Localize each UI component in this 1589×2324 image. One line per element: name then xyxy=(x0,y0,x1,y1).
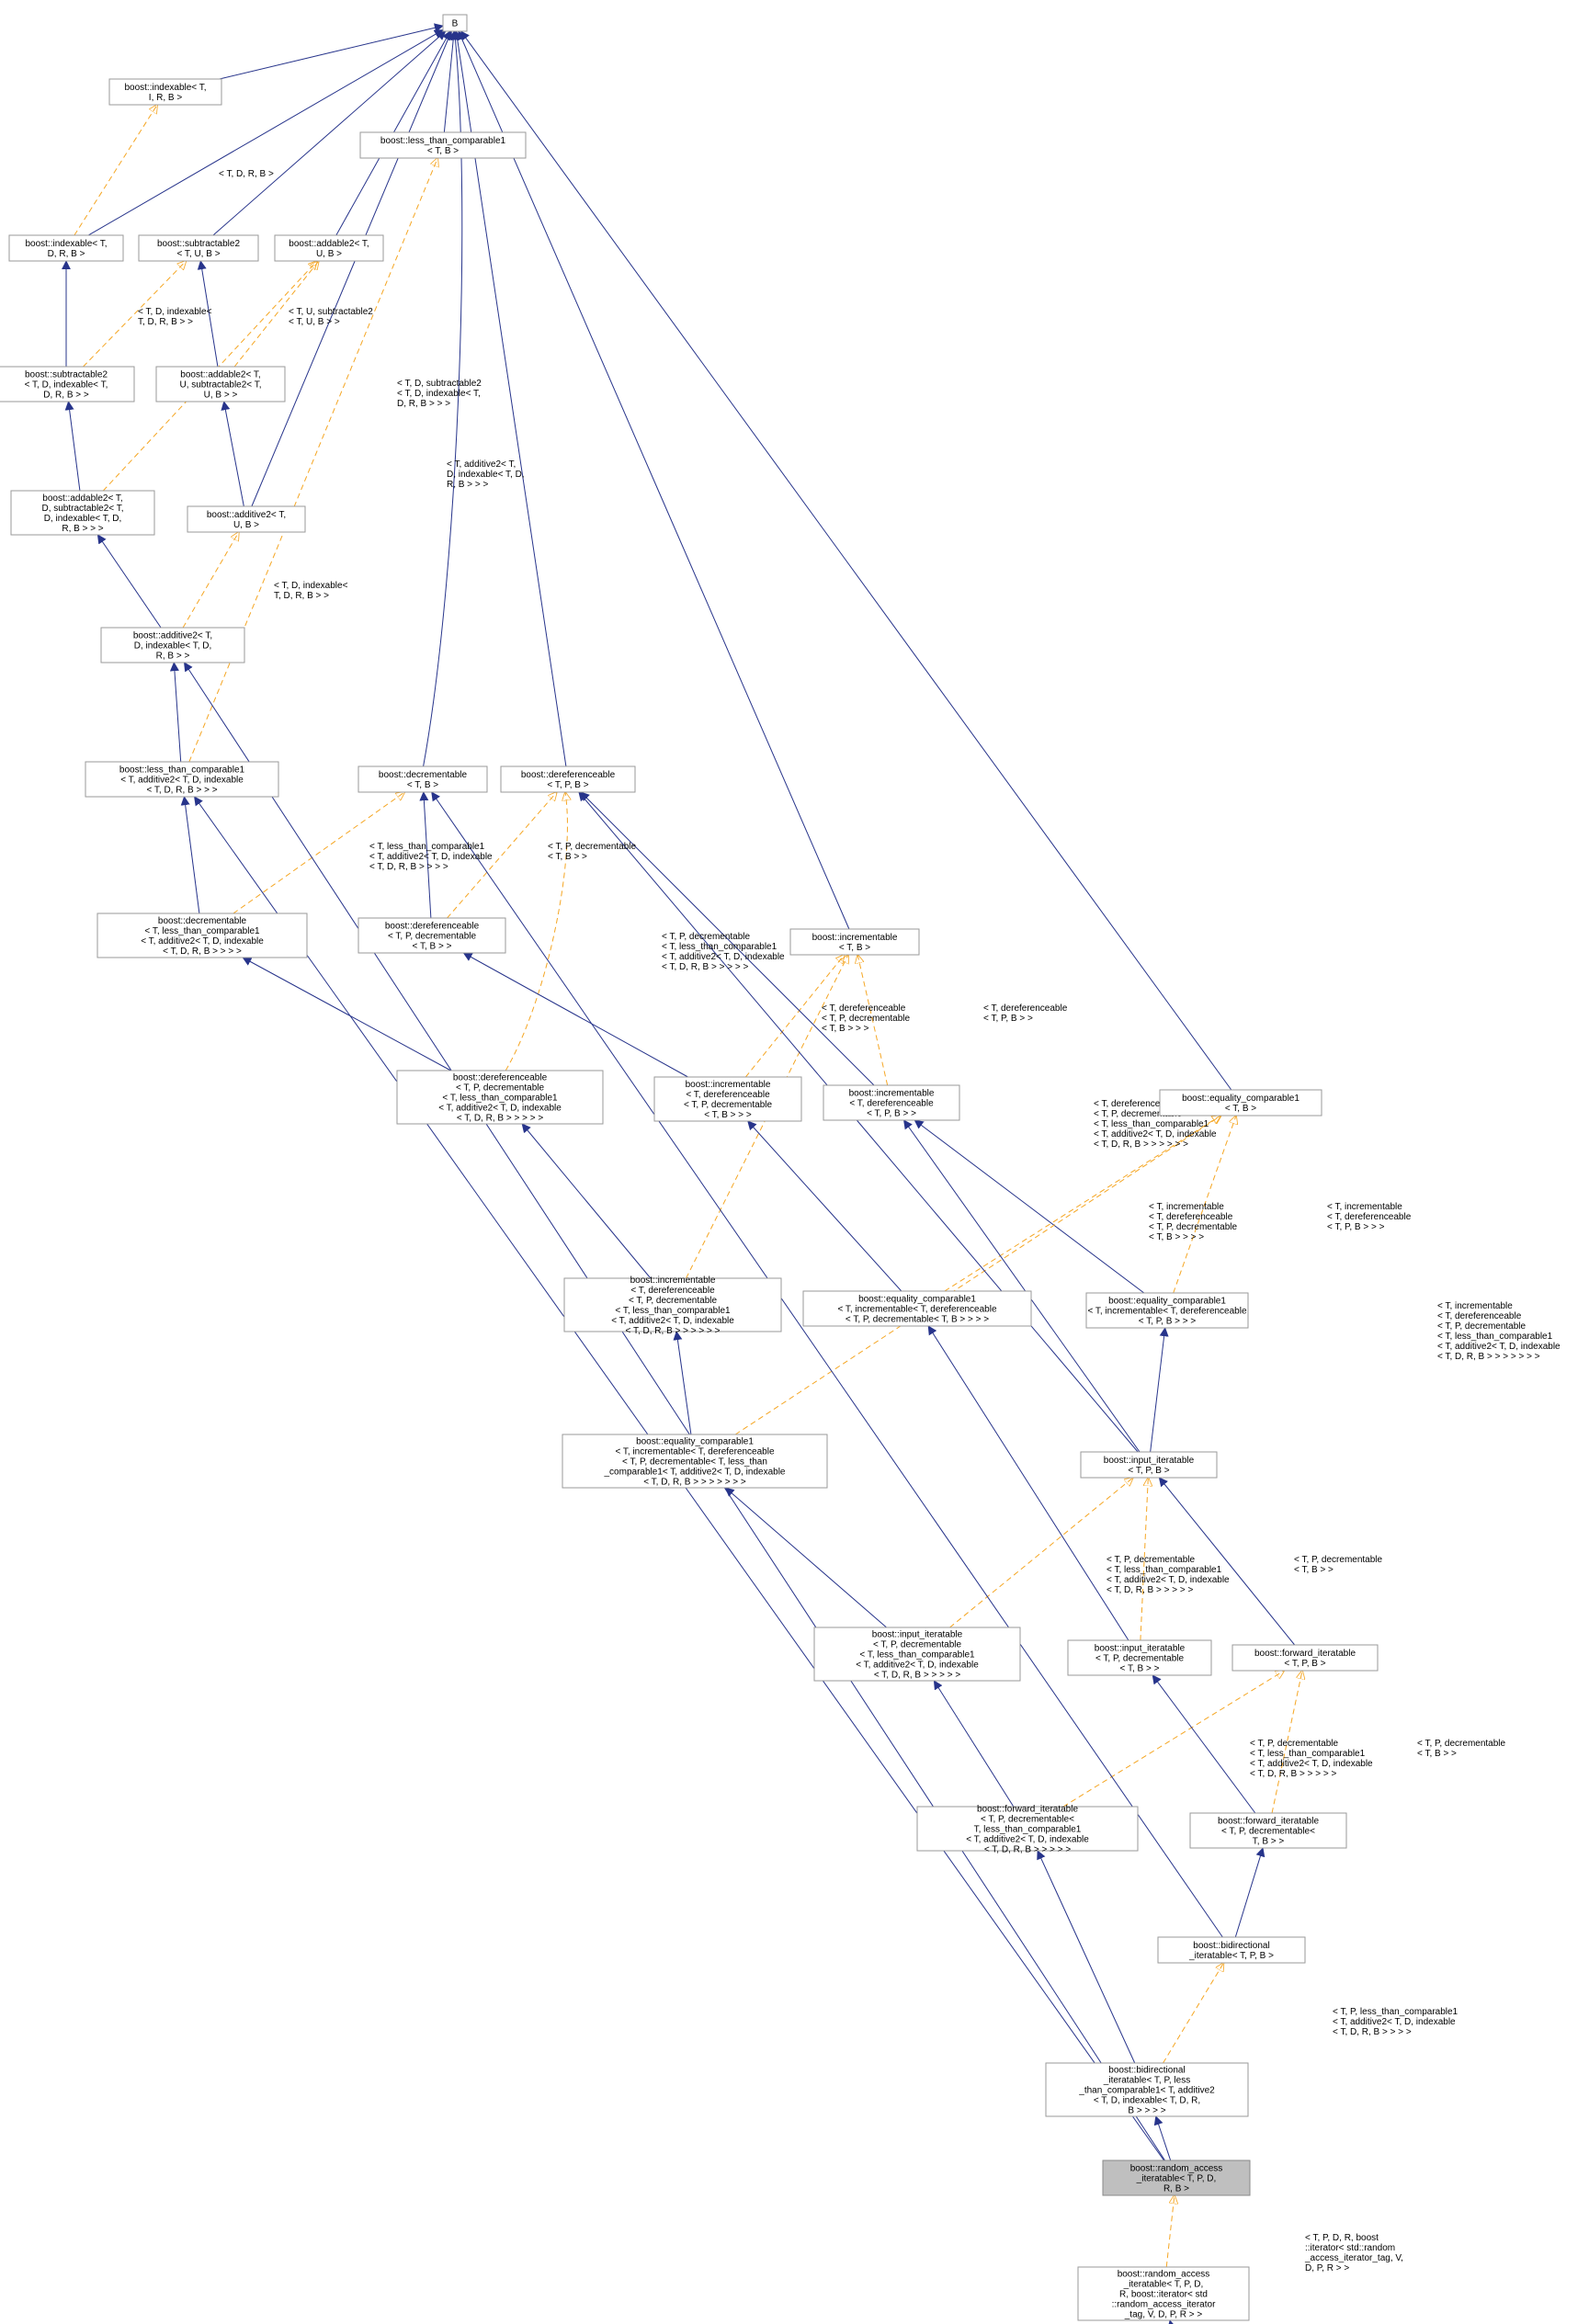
edge xyxy=(1156,2116,1171,2160)
edge xyxy=(463,953,687,1077)
graph-node[interactable]: boost::subtractable2< T, D, indexable< T… xyxy=(0,367,134,402)
edge xyxy=(1151,1328,1165,1452)
edge xyxy=(1170,2320,1183,2324)
graph-node[interactable]: boost::forward_iteratable< T, P, decreme… xyxy=(917,1805,1138,1855)
edge xyxy=(243,958,450,1071)
edge xyxy=(934,1681,1014,1807)
graph-node[interactable]: boost::less_than_comparable1< T, additiv… xyxy=(85,762,278,797)
graph-node[interactable]: boost::random_access_iteratable< T, P, D… xyxy=(1078,2267,1249,2320)
edge-label: < T, P, less_than_comparable1< T, additi… xyxy=(1333,2007,1458,2037)
edge xyxy=(1166,2195,1175,2267)
graph-node[interactable]: boost::decrementable< T, B > xyxy=(358,766,487,792)
edge-label: < T, dereferenceable< T, P, decrementabl… xyxy=(822,1003,911,1034)
graph-node-label: boost::forward_iteratable< T, P, decreme… xyxy=(966,1805,1089,1855)
edge-label: < T, less_than_comparable1< T, additive2… xyxy=(369,842,493,872)
edge-label: < T, P, decrementable< T, less_than_comp… xyxy=(1107,1555,1230,1595)
graph-node[interactable]: boost::additive2< T,U, B > xyxy=(187,506,305,532)
graph-node[interactable]: boost::less_than_comparable1< T, B > xyxy=(360,132,526,158)
edge xyxy=(459,31,849,929)
edge xyxy=(432,792,1223,1937)
edge-label: < T, P, decrementable< T, B > > xyxy=(1417,1739,1506,1759)
edge-label: < T, U, subtractable2< T, U, B > > xyxy=(289,307,373,327)
edge xyxy=(928,1326,1129,1640)
edge xyxy=(1235,1848,1263,1937)
graph-node[interactable]: boost::incrementable< T, dereferenceable… xyxy=(823,1085,959,1120)
graph-node[interactable]: boost::incrementable< T, dereferenceable… xyxy=(654,1077,801,1121)
edge xyxy=(68,402,79,491)
graph-node-label: boost::bidirectional_iteratable< T, P, B… xyxy=(1188,1941,1274,1961)
edge xyxy=(904,1120,1141,1452)
graph-node[interactable]: boost::subtractable2< T, U, B > xyxy=(139,235,258,261)
graph-node[interactable]: boost::input_iteratable< T, P, decrement… xyxy=(814,1627,1020,1681)
graph-node[interactable]: boost::decrementable< T, less_than_compa… xyxy=(97,913,307,958)
edge xyxy=(220,26,443,79)
graph-node[interactable]: boost::forward_iteratable< T, P, decreme… xyxy=(1190,1813,1346,1848)
graph-node[interactable]: boost::bidirectional_iteratable< T, P, l… xyxy=(1046,2063,1248,2116)
edge xyxy=(579,792,1138,1452)
graph-node-label: B xyxy=(452,19,459,29)
edge xyxy=(97,535,161,628)
graph-node[interactable]: boost::incrementable< T, dereferenceable… xyxy=(564,1275,781,1336)
graph-node[interactable]: boost::input_iteratable< T, P, B > xyxy=(1081,1452,1217,1478)
edge xyxy=(184,663,1164,2160)
edge xyxy=(224,402,244,506)
graph-node-label: boost::equality_comparable1< T, incremen… xyxy=(837,1295,997,1325)
edge xyxy=(505,792,567,1071)
edge-label: < T, D, indexable<T, D, R, B > > xyxy=(138,307,212,327)
graph-node[interactable]: boost::addable2< T,D, subtractable2< T,D… xyxy=(11,491,154,535)
graph-node[interactable]: boost::equality_comparable1< T, incremen… xyxy=(803,1291,1031,1326)
graph-node[interactable]: boost::dereferenceable< T, P, decrementa… xyxy=(358,918,505,953)
graph-node[interactable]: boost::additive2< T,D, indexable< T, D,R… xyxy=(101,628,244,663)
edge xyxy=(174,663,180,762)
graph-node[interactable]: boost::indexable< T,I, R, B > xyxy=(109,79,221,105)
edge-label: < T, additive2< T,D, indexable< T, D,R, … xyxy=(447,459,525,490)
graph-node[interactable]: boost::random_access_iteratable< T, P, D… xyxy=(1103,2160,1250,2195)
edge-label: < T, incrementable< T, dereferenceable< … xyxy=(1327,1202,1412,1232)
graph-node[interactable]: boost::incrementable< T, B > xyxy=(790,929,919,955)
edge-label: < T, D, subtractable2< T, D, indexable< … xyxy=(397,379,482,409)
graph-node[interactable]: boost::bidirectional_iteratable< T, P, B… xyxy=(1158,1937,1305,1963)
edge xyxy=(184,797,199,913)
edge-label: < T, incrementable< T, dereferenceable< … xyxy=(1149,1202,1238,1242)
edge xyxy=(735,1116,1221,1434)
graph-node[interactable]: boost::dereferenceable< T, P, decrementa… xyxy=(397,1071,603,1124)
edge-label: < T, P, decrementable< T, less_than_comp… xyxy=(662,932,785,972)
graph-node[interactable]: boost::dereferenceable< T, P, B > xyxy=(501,766,635,792)
edge-label: < T, P, D, R, boost::iterator< std::rand… xyxy=(1304,2233,1403,2273)
graph-node-label: boost::input_iteratable< T, P, decrement… xyxy=(856,1630,979,1681)
edge xyxy=(676,1332,691,1434)
edge xyxy=(444,31,454,132)
edge-label: < T, P, decrementable< T, B > > xyxy=(1294,1555,1383,1575)
edge-label: < T, D, indexable<T, D, R, B > > xyxy=(274,581,348,601)
edge xyxy=(183,532,239,628)
graph-node[interactable]: boost::equality_comparable1< T, incremen… xyxy=(562,1434,827,1488)
graph-node[interactable]: B xyxy=(443,15,467,31)
edge xyxy=(522,1124,651,1278)
graph-node-label: boost::dereferenceable< T, P, decrementa… xyxy=(438,1073,562,1124)
edge xyxy=(725,1488,886,1627)
graph-node[interactable]: boost::equality_comparable1< T, B > xyxy=(1160,1090,1322,1116)
edge-label-layer: < T, D, R, B > < T, D, indexable<T, D, R,… xyxy=(138,169,1561,2273)
graph-node[interactable]: boost::forward_iteratable< T, P, B > xyxy=(1232,1645,1378,1671)
edge-label: < T, dereferenceable< T, P, B > > xyxy=(983,1003,1068,1024)
edge-label: < T, incrementable< T, dereferenceable< … xyxy=(1437,1301,1561,1362)
edge xyxy=(1163,1963,1224,2063)
edge xyxy=(252,31,451,506)
graph-node[interactable]: boost::indexable< T,D, R, B > xyxy=(9,235,123,261)
edge xyxy=(1038,1851,1135,2063)
node-layer: Bboost::indexable< T,I, R, B >boost::les… xyxy=(0,15,1378,2324)
edge xyxy=(1152,1675,1255,1813)
edge xyxy=(748,1121,902,1291)
edge xyxy=(74,105,157,235)
graph-node-label: boost::random_access_iteratable< T, P, D… xyxy=(1112,2270,1217,2320)
edge-label: < T, P, decrementable< T, less_than_comp… xyxy=(1250,1739,1373,1779)
graph-node[interactable]: boost::equality_comparable1< T, incremen… xyxy=(1086,1293,1248,1328)
graph-node[interactable]: boost::addable2< T,U, B > xyxy=(275,235,383,261)
edge-label: < T, P, decrementable< T, B > > xyxy=(548,842,637,862)
graph-node[interactable]: boost::addable2< T,U, subtractable2< T,U… xyxy=(156,367,285,402)
edge-label: < T, D, R, B > xyxy=(219,169,274,179)
graph-node[interactable]: boost::input_iteratable< T, P, decrement… xyxy=(1068,1640,1211,1675)
